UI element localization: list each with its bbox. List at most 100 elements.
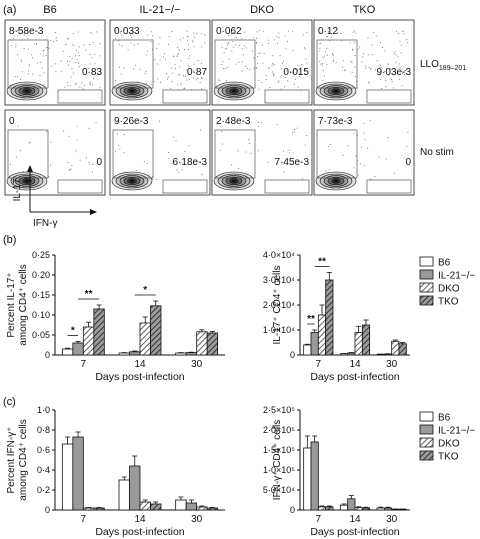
flow-event-dot [172,72,174,74]
flow-event-dot [178,53,179,55]
flow-event-dot [227,42,229,44]
flow-event-dot [168,36,170,37]
flow-event-dot [159,59,161,61]
flow-event-dot [78,55,80,57]
flow-event-dot [165,58,166,60]
flow-event-dot [139,122,141,124]
gate-il17 [316,129,358,179]
flow-event-dot [391,79,392,81]
bar [354,507,363,511]
flow-event-dot [16,156,18,158]
y-tick-label: 2·5×10⁵ [263,405,295,415]
flow-event-dot [85,49,87,51]
flow-event-dot [56,39,58,41]
flow-event-dot [302,34,304,36]
flow-event-dot [292,132,293,134]
flow-event-dot [121,45,123,47]
flow-event-dot [32,73,34,75]
flow-event-dot [39,61,41,63]
flow-event-dot [284,77,286,78]
gate-il17-value: 0 [9,116,15,127]
flow-event-dot [256,37,258,39]
row-label-nostim: No stim [420,147,454,158]
legend-label: B6 [438,258,451,269]
significance-marker: * [71,325,75,336]
flow-event-dot [157,63,159,65]
flow-event-dot [180,83,182,84]
flow-event-dot [406,39,408,41]
flow-event-dot [126,33,128,34]
flow-event-dot [387,63,389,65]
gate-ifng-value: 7·45e-3 [275,157,310,168]
x-tick-label: 14 [134,359,146,370]
flow-event-dot [356,80,357,82]
flow-event-dot [258,79,260,81]
flow-event-dot [262,62,264,64]
legend-label: TKO [438,297,459,308]
flow-event-dot [151,176,153,178]
bar [361,324,371,356]
flow-event-dot [199,162,201,164]
flow-event-dot [288,30,290,32]
flow-event-dot [69,61,71,63]
flow-event-dot [48,47,50,49]
y-tick-label: 0 [290,505,295,515]
flow-plot: 9·26e-3 6·18e-3 [109,109,211,196]
flow-event-dot [54,63,56,65]
flow-event-dot [355,155,357,157]
flow-event-dot [132,31,134,33]
flow-event-dot [121,34,122,36]
x-tick-label: 7 [81,359,87,370]
flow-event-dot [193,46,195,48]
flow-event-dot [183,88,185,90]
flow-event-dot [250,153,252,154]
flow-event-dot [297,64,299,66]
y-tick-label: 2·0×10⁵ [263,425,295,435]
flow-event-dot [139,68,141,70]
flow-event-dot [82,88,84,90]
flow-event-dot [115,151,116,153]
flow-event-dot [69,169,71,171]
flow-event-dot [204,34,206,36]
flow-event-dot [179,49,180,51]
flow-event-dot [350,61,352,62]
flow-event-dot [326,63,328,65]
flow-population-contour [213,81,255,101]
flow-event-dot [11,84,13,85]
flow-event-dot [145,71,147,72]
flow-event-dot [55,71,57,73]
flow-event-dot [239,44,240,46]
flow-event-dot [69,55,71,57]
flow-event-dot [193,63,195,65]
flow-event-dot [335,61,337,63]
flow-event-dot [405,70,407,71]
flow-event-dot [66,38,68,40]
bar [398,343,407,356]
flow-event-dot [46,47,48,48]
flow-population-contour [6,171,48,191]
flow-event-dot [403,33,405,35]
x-tick-label: 30 [386,359,398,370]
x-axis-label: Days post-infection [95,371,184,383]
flow-event-dot [145,83,147,84]
flow-event-dot [27,38,29,39]
y-tick-label: 0·05 [32,330,50,340]
flow-event-dot [70,76,72,78]
flow-event-dot [75,83,77,85]
flow-event-dot [402,30,404,32]
flow-event-dot [84,84,85,86]
flow-event-dot [369,120,371,122]
flow-event-dot [293,131,295,133]
flow-event-dot [354,41,355,43]
gate-ifng-value: 0·83 [82,67,102,78]
flow-x-axis-label: IFN-γ [33,218,57,229]
y-tick-label: 3·0×10⁴ [263,275,295,285]
flow-event-dot [146,163,148,165]
flow-event-dot [127,49,129,51]
flow-event-dot [10,44,12,46]
bar [93,308,105,356]
flow-event-dot [99,43,101,45]
flow-event-dot [174,68,176,69]
flow-event-dot [177,47,179,48]
